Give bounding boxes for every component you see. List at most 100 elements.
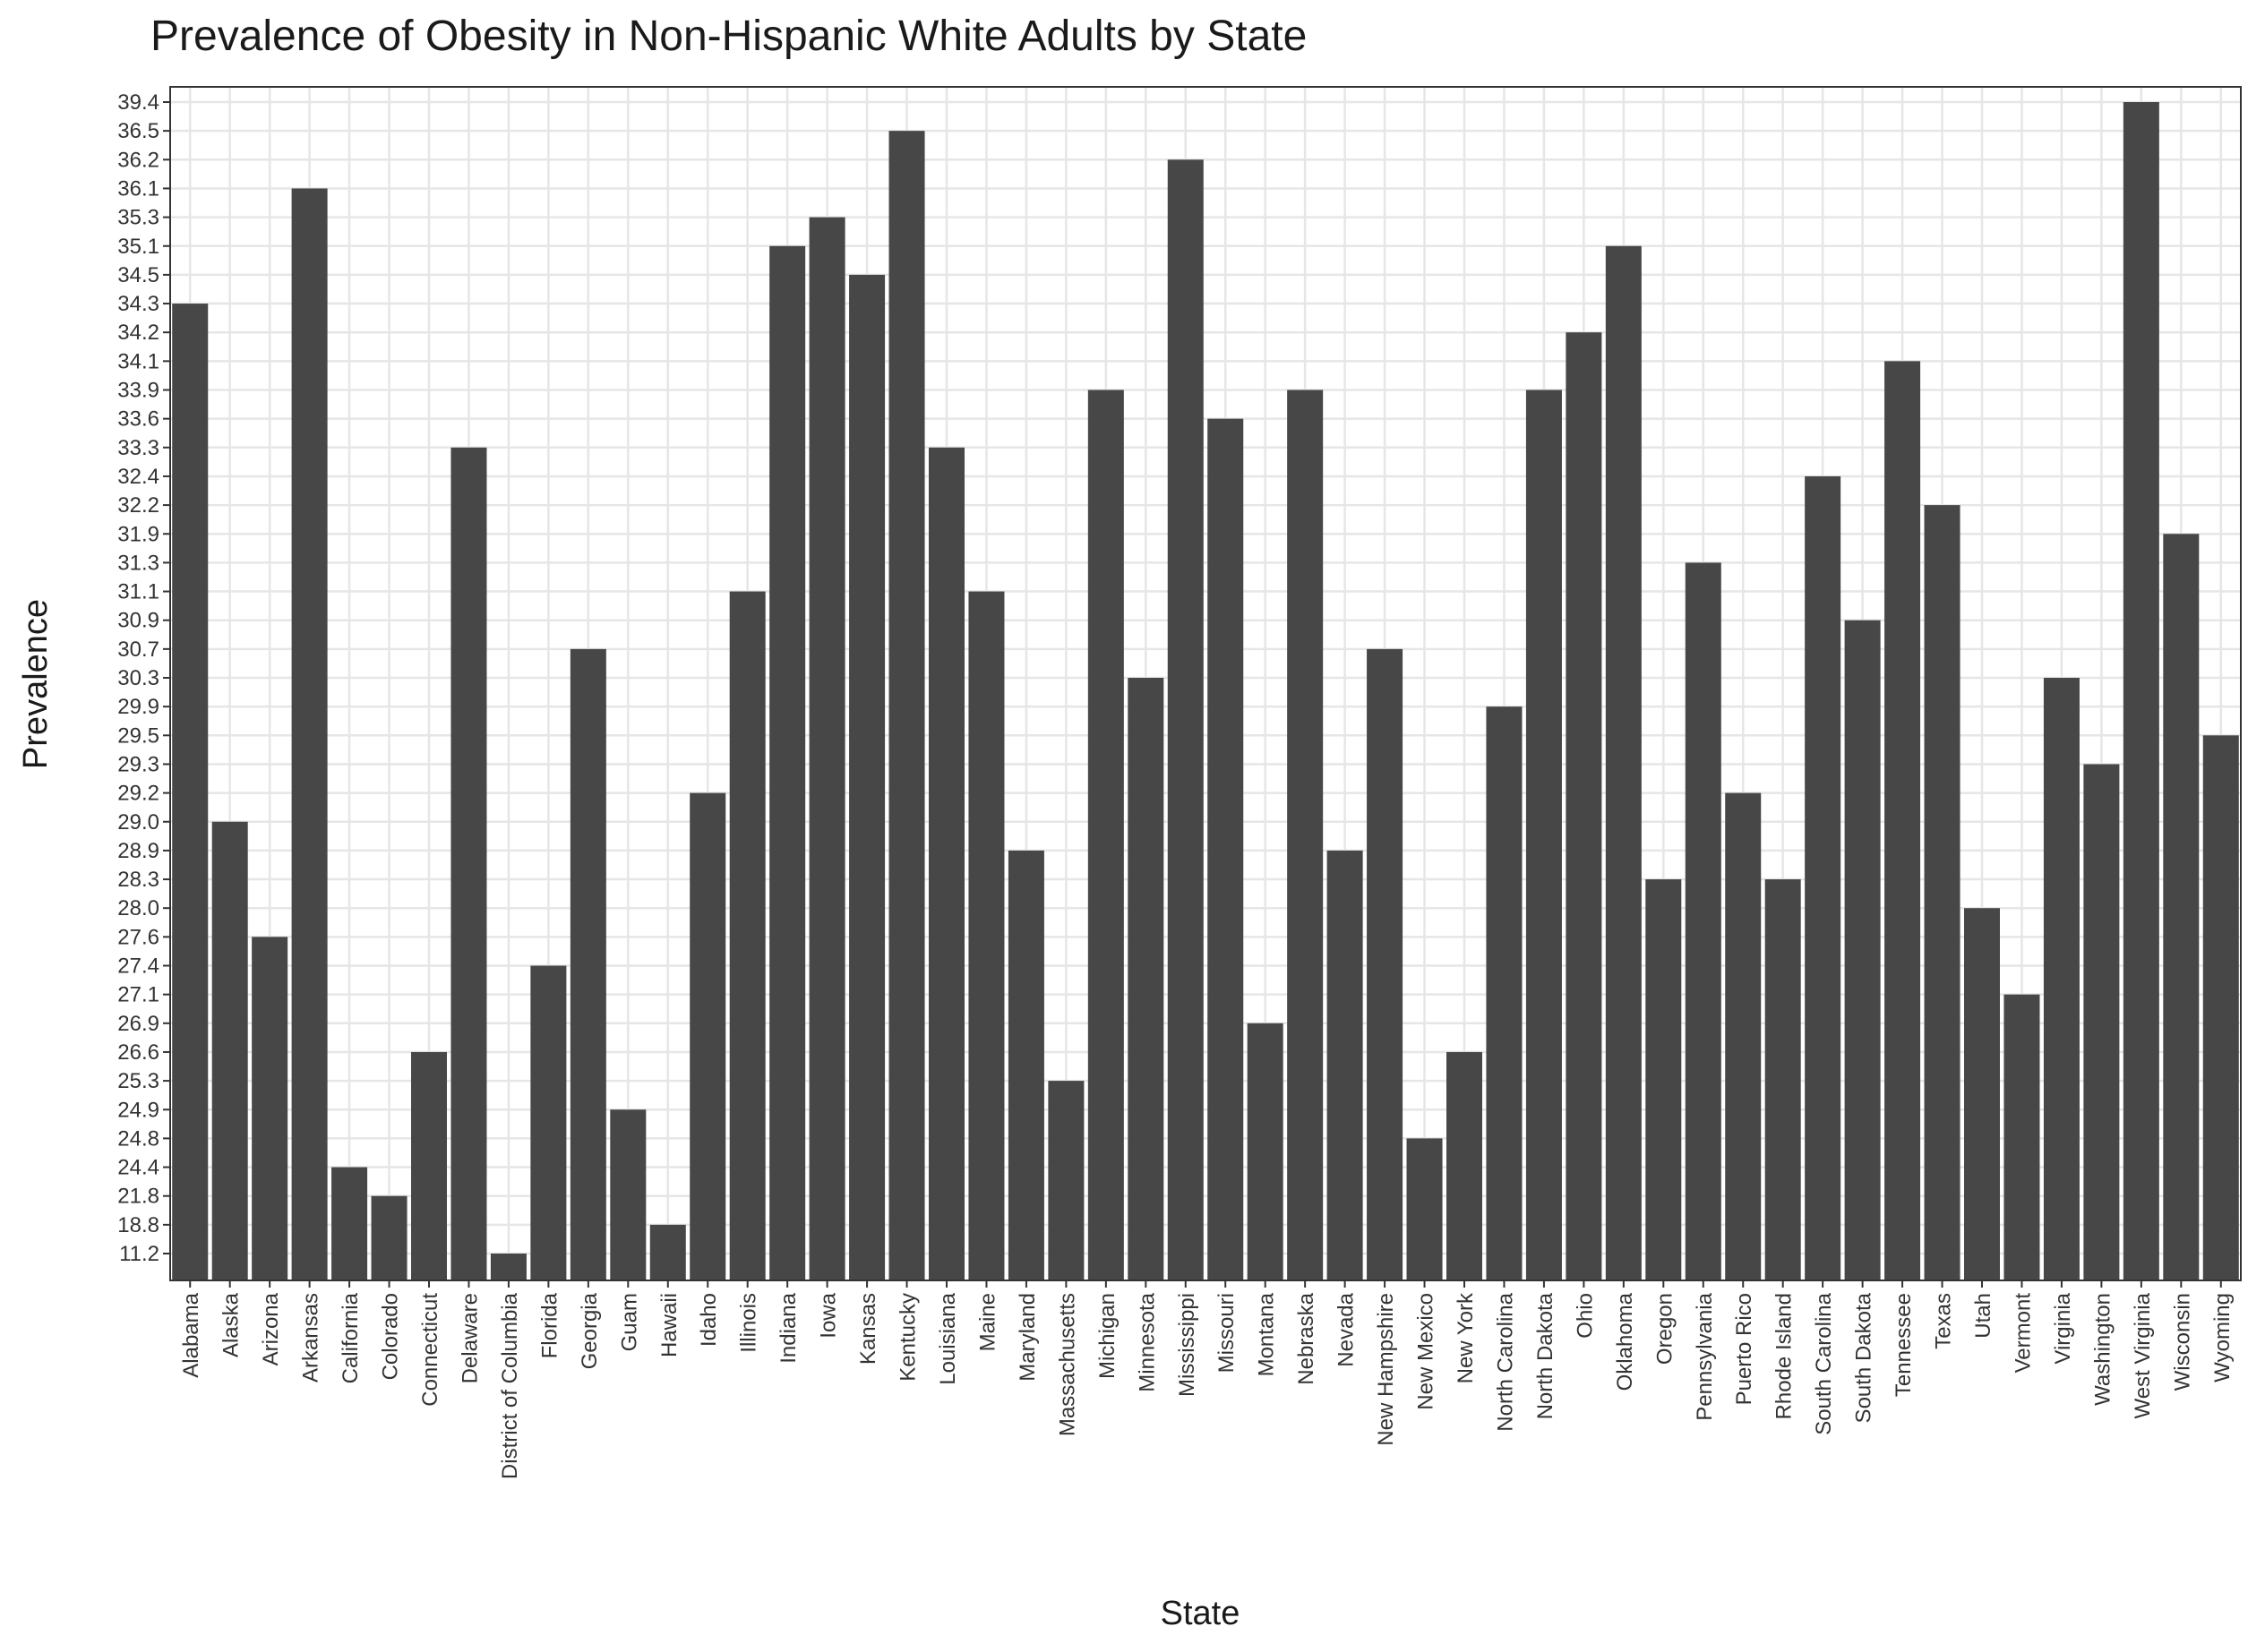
- bar: [1685, 562, 1721, 1280]
- bar: [1008, 850, 1044, 1280]
- chart-title: Prevalence of Obesity in Non-Hispanic Wh…: [150, 13, 1307, 60]
- bar: [490, 1254, 527, 1280]
- y-tick-label: 26.6: [117, 1040, 159, 1065]
- x-tick-label: Illinois: [737, 1293, 761, 1353]
- bar: [1924, 505, 1960, 1280]
- bar: [1645, 879, 1682, 1280]
- y-axis-title: Prevalence: [17, 599, 55, 769]
- y-tick-label: 24.4: [117, 1156, 159, 1180]
- y-tick-label: 27.4: [117, 954, 159, 979]
- x-tick-label: Maryland: [1016, 1293, 1040, 1382]
- bar: [570, 648, 606, 1280]
- y-tick-label: 21.8: [117, 1185, 159, 1209]
- y-tick-label: 35.1: [117, 235, 159, 259]
- y-tick-label: 33.9: [117, 379, 159, 403]
- bar: [1326, 850, 1363, 1280]
- bar: [1287, 389, 1324, 1280]
- bar: [1725, 792, 1762, 1280]
- y-tick-label: 26.9: [117, 1012, 159, 1036]
- bar: [1486, 706, 1523, 1280]
- x-tick-label: Virginia: [2051, 1292, 2075, 1364]
- bar: [888, 131, 925, 1280]
- bar: [1446, 1051, 1483, 1280]
- y-tick-label: 34.3: [117, 292, 159, 316]
- bar: [211, 821, 248, 1280]
- y-tick-label: 24.9: [117, 1098, 159, 1122]
- y-tick-label: 36.2: [117, 148, 159, 172]
- x-tick-label: Florida: [537, 1292, 562, 1358]
- x-tick-label: Maine: [975, 1293, 1000, 1351]
- x-tick-label: California: [339, 1292, 363, 1383]
- bar: [2043, 678, 2080, 1280]
- bar: [1247, 1023, 1283, 1280]
- y-tick-label: 30.3: [117, 666, 159, 690]
- y-tick-label: 34.1: [117, 349, 159, 373]
- y-tick-label: 27.1: [117, 983, 159, 1007]
- x-tick-label: Utah: [1971, 1293, 1995, 1339]
- y-tick-label: 35.3: [117, 206, 159, 230]
- y-tick-label: 29.3: [117, 752, 159, 776]
- bar: [1525, 389, 1562, 1280]
- y-tick-label: 29.9: [117, 695, 159, 719]
- x-tick-label: Delaware: [458, 1293, 482, 1383]
- x-tick-label: Arizona: [259, 1292, 283, 1365]
- x-tick-label: Iowa: [817, 1292, 841, 1338]
- y-tick-label: 30.7: [117, 638, 159, 662]
- x-tick-label: Puerto Rico: [1732, 1293, 1756, 1405]
- y-tick-label: 31.1: [117, 580, 159, 604]
- x-tick-label: Tennessee: [1892, 1293, 1916, 1397]
- x-tick-label: Vermont: [2011, 1293, 2035, 1374]
- bars: [172, 102, 2239, 1281]
- y-tick-label: 34.2: [117, 321, 159, 345]
- x-tick-label: Wyoming: [2210, 1293, 2235, 1382]
- x-tick-label: Hawaii: [657, 1293, 682, 1357]
- x-tick-label: Rhode Island: [1772, 1293, 1797, 1419]
- bar: [610, 1109, 647, 1280]
- x-tick-label: Nebraska: [1294, 1292, 1318, 1384]
- bar: [1167, 159, 1204, 1280]
- x-tick-label: Wisconsin: [2170, 1293, 2194, 1391]
- x-tick-label: South Carolina: [1812, 1292, 1836, 1434]
- y-tick-label: 31.3: [117, 551, 159, 575]
- y-tick-label: 11.2: [119, 1242, 159, 1266]
- x-tick-label: Alaska: [219, 1292, 244, 1357]
- bar: [2123, 102, 2159, 1280]
- bar: [729, 591, 766, 1280]
- x-tick-label: Oklahoma: [1613, 1292, 1637, 1391]
- bar: [769, 245, 806, 1280]
- bar: [371, 1195, 408, 1280]
- x-tick-label: Texas: [1932, 1293, 1956, 1349]
- bar: [1087, 389, 1124, 1280]
- x-tick-label: Mississippi: [1175, 1293, 1199, 1397]
- x-tick-label: Missouri: [1214, 1293, 1239, 1373]
- y-tick-label: 28.3: [117, 868, 159, 892]
- bar: [1406, 1138, 1443, 1280]
- x-tick-label: Washington: [2090, 1293, 2115, 1406]
- bar: [1805, 475, 1841, 1280]
- bar: [1566, 332, 1602, 1281]
- bar: [1367, 648, 1403, 1280]
- bar: [1963, 908, 2001, 1280]
- bar: [410, 1051, 448, 1280]
- x-tick-label: West Virginia: [2131, 1292, 2155, 1418]
- x-tick-label: Pennsylvania: [1693, 1292, 1717, 1420]
- bar: [331, 1167, 368, 1280]
- x-tick-label: Kentucky: [897, 1293, 921, 1382]
- bar: [1605, 245, 1642, 1280]
- x-tick-label: Alabama: [179, 1292, 203, 1377]
- x-tick-label: Minnesota: [1135, 1292, 1159, 1391]
- x-tick-label: Oregon: [1652, 1293, 1677, 1365]
- x-tick-label: South Dakota: [1852, 1292, 1876, 1423]
- bar: [649, 1224, 686, 1280]
- x-axis-ticks: Alabama Alaska Arizona Arkansas California Co…: [179, 1280, 2235, 1479]
- bar: [530, 965, 567, 1280]
- y-tick-label: 28.0: [117, 896, 159, 920]
- bar: [2163, 534, 2200, 1280]
- plot-panel: [169, 86, 2242, 1281]
- y-tick-label: 36.5: [117, 119, 159, 143]
- bar: [1207, 418, 1244, 1280]
- y-tick-label: 31.9: [117, 522, 159, 546]
- x-tick-label: New Hampshire: [1374, 1293, 1398, 1446]
- x-tick-label: New Mexico: [1414, 1293, 1438, 1410]
- x-tick-label: Guam: [617, 1293, 641, 1351]
